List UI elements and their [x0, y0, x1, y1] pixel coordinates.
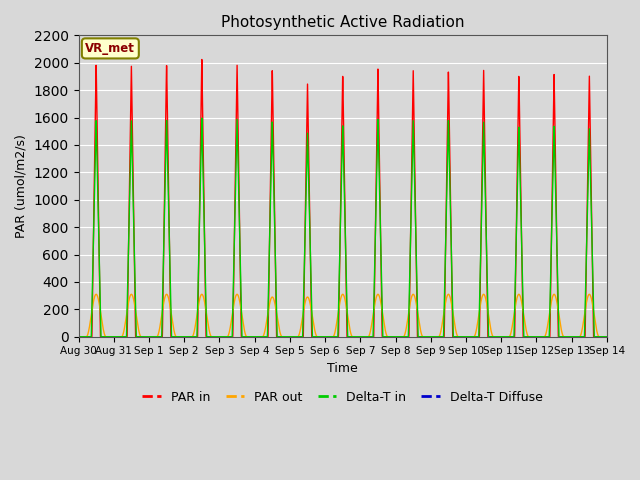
PAR out: [459, 334, 467, 340]
Line: PAR in: PAR in: [79, 60, 607, 337]
PAR out: [301, 300, 308, 306]
PAR in: [561, 334, 568, 340]
Delta-T in: [301, 240, 308, 246]
PAR in: [198, 57, 205, 62]
Delta-T in: [603, 334, 611, 340]
PAR out: [587, 294, 595, 300]
Line: Delta-T in: Delta-T in: [79, 118, 607, 337]
Delta-T in: [75, 334, 83, 340]
PAR out: [326, 334, 333, 340]
PAR in: [326, 334, 333, 340]
Title: Photosynthetic Active Radiation: Photosynthetic Active Radiation: [221, 15, 465, 30]
Delta-T in: [561, 334, 568, 340]
PAR out: [127, 291, 135, 297]
Delta-T in: [198, 115, 205, 121]
PAR out: [75, 334, 83, 340]
Y-axis label: PAR (umol/m2/s): PAR (umol/m2/s): [15, 134, 28, 238]
X-axis label: Time: Time: [327, 362, 358, 375]
PAR in: [75, 334, 83, 340]
PAR in: [459, 334, 467, 340]
Delta-T in: [459, 334, 467, 340]
PAR out: [561, 334, 568, 340]
Line: PAR out: PAR out: [79, 294, 607, 337]
PAR out: [603, 334, 611, 340]
Delta-T in: [587, 189, 595, 194]
PAR in: [587, 164, 595, 169]
PAR in: [301, 238, 308, 244]
PAR in: [603, 334, 611, 340]
PAR out: [297, 325, 305, 331]
Text: VR_met: VR_met: [85, 42, 135, 55]
PAR in: [297, 334, 305, 340]
Delta-T in: [297, 334, 305, 340]
Delta-T in: [326, 334, 333, 340]
Legend: PAR in, PAR out, Delta-T in, Delta-T Diffuse: PAR in, PAR out, Delta-T in, Delta-T Dif…: [138, 386, 548, 409]
